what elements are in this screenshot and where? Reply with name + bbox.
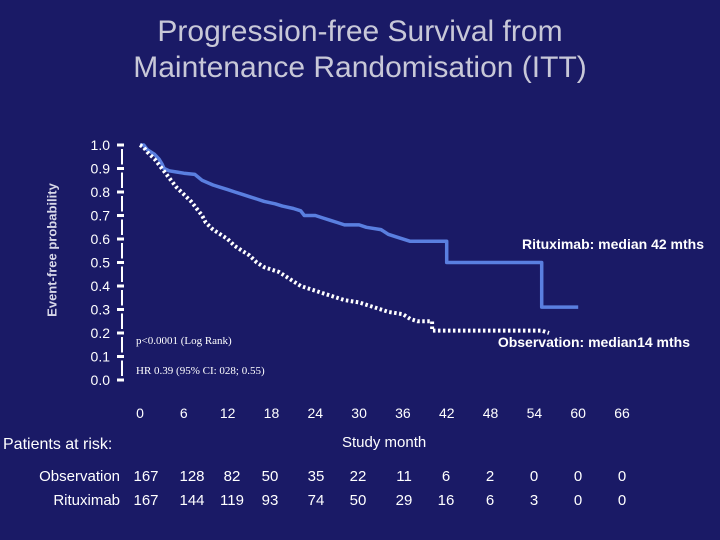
y-tick-label: 0.0 bbox=[91, 372, 111, 388]
risk-cell: 35 bbox=[307, 468, 325, 485]
x-tick-label: 12 bbox=[220, 405, 236, 421]
y-tick-label: 0.2 bbox=[91, 325, 111, 341]
risk-cell: 119 bbox=[220, 492, 244, 509]
series-observation-line bbox=[138, 143, 550, 335]
series-rituximab-line bbox=[140, 143, 579, 309]
risk-cell: 0 bbox=[617, 468, 627, 485]
title-line-2: Maintenance Randomisation (ITT) bbox=[133, 51, 587, 84]
x-tick-label: 18 bbox=[264, 405, 280, 421]
chart-title: Progression-free Survival from Maintenan… bbox=[0, 14, 720, 86]
rituximab-median-label: Rituximab: median 42 mths bbox=[522, 236, 704, 252]
risk-table-title: Patients at risk: bbox=[3, 436, 113, 453]
x-tick-label: 6 bbox=[180, 405, 188, 421]
risk-cell: 3 bbox=[529, 492, 539, 509]
x-tick-label: 24 bbox=[307, 405, 323, 421]
y-tick-label: 0.6 bbox=[91, 231, 111, 247]
risk-cell: 6 bbox=[441, 468, 451, 485]
risk-cell: 11 bbox=[396, 468, 412, 485]
y-tick-label: 0.5 bbox=[91, 255, 111, 271]
risk-cell: 93 bbox=[261, 492, 279, 509]
risk-cell: 74 bbox=[307, 492, 325, 509]
y-tick-label: 0.4 bbox=[91, 278, 111, 294]
risk-cell: 167 bbox=[133, 468, 159, 485]
risk-cell: 2 bbox=[485, 468, 495, 485]
risk-row-label: Rituximab bbox=[53, 492, 120, 509]
hazard-ratio-annotation: HR 0.39 (95% CI: 028; 0.55) bbox=[136, 365, 265, 377]
risk-cell: 0 bbox=[573, 468, 583, 485]
risk-cell: 50 bbox=[261, 468, 279, 485]
risk-cell: 167 bbox=[133, 492, 159, 509]
risk-row-label: Observation bbox=[39, 468, 120, 485]
risk-cell: 29 bbox=[395, 492, 413, 509]
y-tick-label: 0.8 bbox=[91, 184, 111, 200]
risk-cell: 0 bbox=[573, 492, 583, 509]
x-tick-label: 36 bbox=[395, 405, 411, 421]
y-tick-label: 0.1 bbox=[91, 349, 111, 365]
risk-cell: 144 bbox=[179, 492, 205, 509]
x-axis-label: Study month bbox=[342, 434, 427, 451]
title-line-1: Progression-free Survival from bbox=[157, 15, 563, 48]
risk-cell: 0 bbox=[617, 492, 627, 509]
x-tick-label: 60 bbox=[570, 405, 586, 421]
y-tick-label: 0.7 bbox=[91, 208, 111, 224]
x-tick-label: 42 bbox=[439, 405, 455, 421]
x-tick-label: 66 bbox=[614, 405, 630, 421]
risk-cell: 6 bbox=[485, 492, 495, 509]
risk-cell: 82 bbox=[223, 468, 241, 485]
y-tick-label: 1.0 bbox=[91, 137, 111, 153]
observation-median-label: Observation: median14 mths bbox=[498, 334, 690, 350]
p-value-annotation: p<0.0001 (Log Rank) bbox=[136, 335, 232, 347]
risk-cell: 16 bbox=[437, 492, 455, 509]
x-tick-label: 54 bbox=[527, 405, 543, 421]
risk-cell: 50 bbox=[349, 492, 367, 509]
risk-cell: 128 bbox=[179, 468, 205, 485]
y-tick-label: 0.3 bbox=[91, 302, 111, 318]
x-tick-label: 30 bbox=[351, 405, 367, 421]
risk-cell: 22 bbox=[349, 468, 367, 485]
risk-cell: 0 bbox=[529, 468, 539, 485]
x-tick-label: 48 bbox=[483, 405, 499, 421]
x-tick-label: 0 bbox=[136, 405, 144, 421]
y-tick-label: 0.9 bbox=[91, 161, 111, 177]
